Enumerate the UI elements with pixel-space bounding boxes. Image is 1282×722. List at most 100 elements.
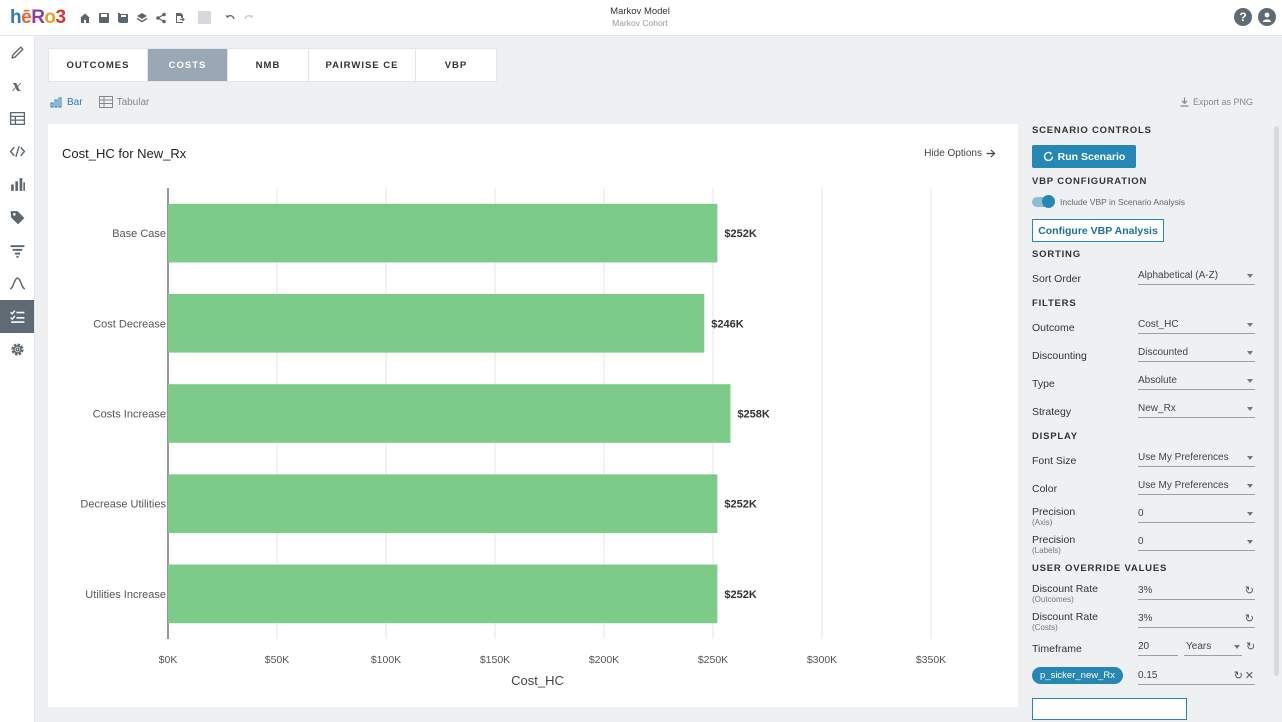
- discount-costs-label: Discount Rate (Costs): [1032, 611, 1098, 632]
- outcome-select[interactable]: Cost_HC: [1138, 318, 1255, 334]
- type-select[interactable]: Absolute: [1138, 374, 1255, 390]
- precision-axis-text: Precision: [1032, 506, 1076, 518]
- toolbar-divider: [198, 11, 211, 24]
- undo-icon[interactable]: [223, 11, 236, 24]
- reset-icon[interactable]: ↻: [1246, 641, 1256, 653]
- color-select[interactable]: Use My Preferences: [1138, 479, 1255, 495]
- tab-outcomes[interactable]: OUTCOMES: [49, 49, 148, 81]
- table-icon[interactable]: [0, 102, 34, 135]
- category-label: Decrease Utilities: [80, 499, 166, 511]
- discount-costs-sub: (Costs): [1032, 623, 1058, 632]
- filters-heading: FILTERS: [1032, 298, 1077, 309]
- discounting-select[interactable]: Discounted: [1138, 346, 1255, 362]
- parameter-value-input[interactable]: 0.15 ↻ ✕: [1138, 669, 1255, 685]
- include-vbp-toggle[interactable]: [1032, 195, 1055, 208]
- hide-options-button[interactable]: Hide Options: [924, 148, 996, 159]
- redo-icon[interactable]: [242, 11, 255, 24]
- gear-icon[interactable]: [0, 333, 34, 366]
- discount-outcomes-value: 3%: [1138, 585, 1153, 596]
- filter-icon[interactable]: [0, 234, 34, 267]
- pencil-icon[interactable]: [0, 36, 34, 69]
- refresh-icon: [1043, 151, 1053, 162]
- save-as-icon[interactable]: [116, 11, 129, 24]
- category-label: Cost Decrease: [93, 318, 166, 330]
- timeframe-unit-select[interactable]: Years: [1184, 640, 1242, 656]
- bar-view-toggle[interactable]: Bar: [50, 96, 83, 108]
- strategy-label: Strategy: [1032, 406, 1072, 418]
- bar-view-icon: [50, 97, 62, 107]
- tabular-view-icon: [98, 96, 113, 108]
- reset-icon[interactable]: ↻: [1244, 585, 1254, 597]
- tabular-view-toggle[interactable]: Tabular: [98, 96, 149, 108]
- save-icon[interactable]: [97, 11, 110, 24]
- discount-costs-text: Discount Rate: [1032, 611, 1098, 623]
- view-toggle: Bar Tabular: [50, 96, 149, 108]
- user-avatar-icon[interactable]: [1258, 8, 1276, 26]
- bar-chart-icon[interactable]: [0, 168, 34, 201]
- font-size-select[interactable]: Use My Preferences: [1138, 451, 1255, 467]
- discount-outcomes-input[interactable]: 3% ↻: [1138, 584, 1255, 600]
- data-label: $246K: [711, 318, 743, 330]
- home-icon[interactable]: [78, 11, 91, 24]
- help-icon[interactable]: ?: [1234, 8, 1252, 26]
- curve-icon[interactable]: [0, 267, 34, 300]
- data-label: $252K: [724, 228, 756, 240]
- export-png-button[interactable]: Export as PNG: [1180, 97, 1253, 107]
- code-icon[interactable]: [0, 135, 34, 168]
- run-scenario-button[interactable]: Run Scenario: [1032, 145, 1136, 168]
- font-size-label: Font Size: [1032, 455, 1077, 467]
- type-label: Type: [1032, 378, 1055, 390]
- color-value: Use My Preferences: [1138, 480, 1229, 491]
- discount-costs-value: 3%: [1138, 613, 1153, 624]
- svg-text:x: x: [11, 77, 21, 94]
- parameter-chip[interactable]: p_sicker_new_Rx: [1032, 667, 1123, 684]
- precision-axis-value: 0: [1138, 508, 1144, 519]
- tab-pairwise-ce[interactable]: PAIRWISE CE: [309, 49, 416, 81]
- timeframe-input[interactable]: 20: [1138, 640, 1178, 656]
- discount-outcomes-sub: (Outcomes): [1032, 595, 1074, 604]
- sort-order-select[interactable]: Alphabetical (A-Z): [1138, 269, 1255, 285]
- reset-icon[interactable]: ↻: [1233, 670, 1243, 682]
- model-title-block: Markov Model Markov Cohort: [540, 6, 740, 28]
- reset-icon[interactable]: ↻: [1244, 613, 1254, 625]
- panel-scrollbar[interactable]: [1274, 126, 1279, 676]
- variable-icon[interactable]: x: [0, 69, 34, 102]
- include-vbp-label: Include VBP in Scenario Analysis: [1060, 197, 1186, 207]
- top-right-actions: ?: [1234, 8, 1276, 26]
- caret-down-icon: [1247, 540, 1253, 544]
- strategy-value: New_Rx: [1138, 403, 1176, 414]
- checklist-icon[interactable]: [0, 300, 34, 333]
- app-logo[interactable]: hēRo3: [10, 7, 66, 28]
- bar-chart: $0K $50K $100K $150K $200K $250K $300K $350K Bas…: [80, 188, 946, 688]
- discount-costs-input[interactable]: 3% ↻: [1138, 612, 1255, 628]
- precision-axis-select[interactable]: 0: [1138, 507, 1255, 523]
- precision-labels-label: Precision (Labels): [1032, 534, 1075, 555]
- precision-labels-select[interactable]: 0: [1138, 535, 1255, 551]
- caret-down-icon: [1247, 351, 1253, 355]
- vbp-configuration-heading: VBP CONFIGURATION: [1032, 176, 1148, 187]
- tab-nmb[interactable]: NMB: [228, 49, 309, 81]
- x-tick-label: $50K: [265, 654, 290, 666]
- precision-axis-sub: (Axis): [1032, 518, 1053, 527]
- discount-outcomes-text: Discount Rate: [1032, 583, 1098, 595]
- chart-title: Cost_HC for New_Rx: [62, 146, 187, 161]
- options-panel: SCENARIO CONTROLS Run Scenario VBP CONFI…: [1024, 118, 1274, 722]
- x-tick-label: $100K: [371, 654, 401, 666]
- layers-icon[interactable]: [135, 11, 148, 24]
- close-icon[interactable]: ✕: [1244, 670, 1254, 682]
- display-heading: DISPLAY: [1032, 431, 1078, 442]
- outcome-value: Cost_HC: [1138, 319, 1179, 330]
- precision-labels-sub: (Labels): [1032, 546, 1061, 555]
- bar: [168, 293, 705, 353]
- share-icon[interactable]: [154, 11, 167, 24]
- configure-vbp-button[interactable]: Configure VBP Analysis: [1032, 219, 1164, 242]
- export-icon[interactable]: [173, 11, 186, 24]
- tag-icon[interactable]: [0, 201, 34, 234]
- x-tick-label: $0K: [159, 654, 178, 666]
- tab-vbp[interactable]: VBP: [444, 59, 468, 71]
- download-icon: [1180, 97, 1189, 107]
- tab-costs[interactable]: COSTS: [148, 49, 228, 81]
- add-override-button[interactable]: [1032, 698, 1187, 720]
- sorting-heading: SORTING: [1032, 249, 1081, 260]
- strategy-select[interactable]: New_Rx: [1138, 402, 1255, 418]
